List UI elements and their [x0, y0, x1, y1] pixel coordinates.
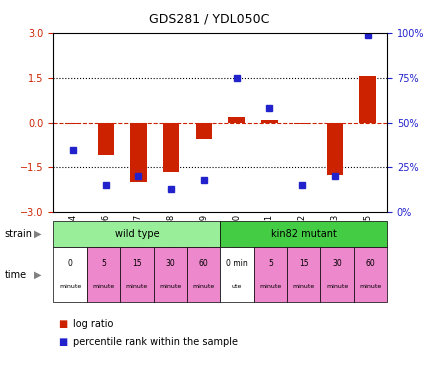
Text: minute: minute	[293, 284, 315, 289]
Text: strain: strain	[4, 229, 32, 239]
Bar	[327, 123, 343, 175]
Text: minute: minute	[192, 284, 214, 289]
Text: minute: minute	[59, 284, 81, 289]
Bar	[196, 123, 212, 139]
Bar	[130, 123, 147, 182]
Text: time: time	[4, 269, 27, 280]
Text: 0 min: 0 min	[226, 259, 248, 268]
Text: ■: ■	[58, 319, 67, 329]
Text: minute: minute	[259, 284, 281, 289]
Text: 30: 30	[166, 259, 175, 268]
Text: minute: minute	[159, 284, 182, 289]
Text: minute: minute	[326, 284, 348, 289]
Text: 5: 5	[101, 259, 106, 268]
Text: wild type: wild type	[114, 229, 159, 239]
Bar	[261, 120, 278, 123]
Text: minute: minute	[126, 284, 148, 289]
Text: 60: 60	[199, 259, 208, 268]
Text: 60: 60	[366, 259, 375, 268]
Text: 15: 15	[299, 259, 308, 268]
Bar	[228, 117, 245, 123]
Text: 0: 0	[68, 259, 73, 268]
Text: 30: 30	[332, 259, 342, 268]
Text: ■: ■	[58, 337, 67, 347]
Text: GDS281 / YDL050C: GDS281 / YDL050C	[149, 13, 269, 26]
Bar	[65, 123, 81, 124]
Text: minute: minute	[93, 284, 115, 289]
Text: ▶: ▶	[34, 269, 41, 280]
Text: minute: minute	[360, 284, 382, 289]
Text: log ratio: log ratio	[73, 319, 114, 329]
Bar	[294, 123, 310, 124]
Text: percentile rank within the sample: percentile rank within the sample	[73, 337, 239, 347]
Text: kin82 mutant: kin82 mutant	[271, 229, 337, 239]
Text: 15: 15	[132, 259, 142, 268]
Bar	[163, 123, 179, 172]
Bar	[97, 123, 114, 156]
Text: ▶: ▶	[34, 229, 41, 239]
Bar	[360, 76, 376, 123]
Text: ute: ute	[232, 284, 242, 289]
Text: 5: 5	[268, 259, 273, 268]
